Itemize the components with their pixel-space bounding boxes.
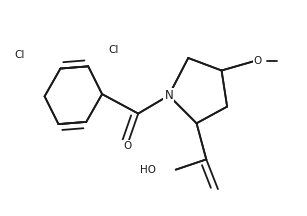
Text: Cl: Cl	[108, 45, 119, 55]
Text: HO: HO	[140, 165, 156, 175]
Text: O: O	[123, 140, 131, 151]
Text: N: N	[165, 89, 173, 102]
Text: O: O	[254, 56, 262, 66]
Text: Cl: Cl	[15, 50, 25, 60]
